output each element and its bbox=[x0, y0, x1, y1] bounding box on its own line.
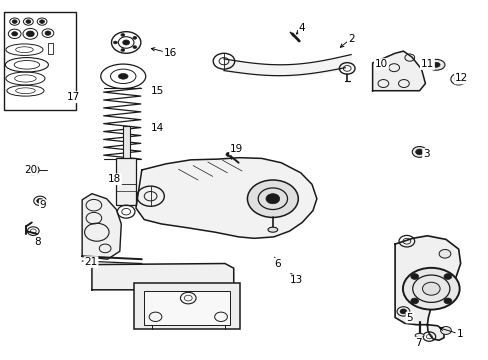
Polygon shape bbox=[92, 264, 233, 290]
Circle shape bbox=[26, 31, 34, 37]
Circle shape bbox=[415, 149, 423, 155]
Circle shape bbox=[12, 20, 17, 23]
Ellipse shape bbox=[431, 62, 439, 67]
Text: 9: 9 bbox=[40, 200, 46, 210]
Ellipse shape bbox=[427, 59, 444, 70]
Text: 2: 2 bbox=[347, 33, 354, 44]
Text: 1: 1 bbox=[455, 329, 462, 339]
Bar bbox=[144, 291, 229, 325]
Text: 21: 21 bbox=[84, 257, 98, 267]
Text: 18: 18 bbox=[107, 174, 121, 184]
Ellipse shape bbox=[414, 333, 423, 338]
Bar bbox=[116, 158, 136, 205]
Circle shape bbox=[37, 198, 43, 203]
Text: 19: 19 bbox=[229, 144, 243, 154]
Bar bbox=[4, 12, 76, 110]
Bar bbox=[122, 126, 129, 159]
Ellipse shape bbox=[118, 73, 128, 79]
Circle shape bbox=[411, 147, 426, 157]
Circle shape bbox=[133, 46, 137, 49]
Circle shape bbox=[440, 327, 450, 334]
Polygon shape bbox=[82, 194, 121, 259]
Text: 3: 3 bbox=[422, 149, 429, 159]
Text: 11: 11 bbox=[420, 59, 433, 69]
Circle shape bbox=[121, 33, 124, 36]
Bar bbox=[48, 43, 53, 54]
Circle shape bbox=[422, 282, 439, 295]
Text: 4: 4 bbox=[298, 23, 305, 33]
Circle shape bbox=[247, 180, 298, 217]
Circle shape bbox=[399, 309, 406, 314]
Text: 8: 8 bbox=[34, 237, 41, 247]
Text: 6: 6 bbox=[273, 258, 280, 269]
Circle shape bbox=[122, 40, 129, 45]
Polygon shape bbox=[372, 51, 425, 91]
Circle shape bbox=[225, 152, 231, 157]
Circle shape bbox=[410, 274, 418, 279]
Text: 14: 14 bbox=[150, 123, 164, 133]
Circle shape bbox=[26, 20, 31, 23]
Text: 15: 15 bbox=[150, 86, 164, 96]
Circle shape bbox=[410, 298, 418, 304]
Circle shape bbox=[443, 274, 451, 279]
Text: 12: 12 bbox=[454, 73, 468, 84]
Text: 13: 13 bbox=[289, 275, 303, 285]
Circle shape bbox=[40, 20, 44, 23]
Circle shape bbox=[453, 76, 462, 82]
Circle shape bbox=[402, 268, 459, 310]
Text: 16: 16 bbox=[163, 48, 177, 58]
Circle shape bbox=[45, 31, 51, 35]
Text: 17: 17 bbox=[66, 92, 80, 102]
Text: 5: 5 bbox=[406, 312, 412, 323]
Circle shape bbox=[12, 32, 18, 36]
Circle shape bbox=[438, 249, 450, 258]
Text: 10: 10 bbox=[374, 59, 387, 69]
Text: 20: 20 bbox=[24, 165, 37, 175]
Polygon shape bbox=[136, 158, 316, 238]
Polygon shape bbox=[394, 236, 460, 340]
Circle shape bbox=[133, 36, 137, 39]
Circle shape bbox=[121, 49, 124, 51]
Circle shape bbox=[113, 41, 117, 44]
Text: 7: 7 bbox=[414, 338, 421, 348]
Bar bbox=[134, 283, 239, 329]
Circle shape bbox=[265, 194, 279, 204]
Circle shape bbox=[443, 298, 451, 304]
Ellipse shape bbox=[267, 227, 277, 232]
